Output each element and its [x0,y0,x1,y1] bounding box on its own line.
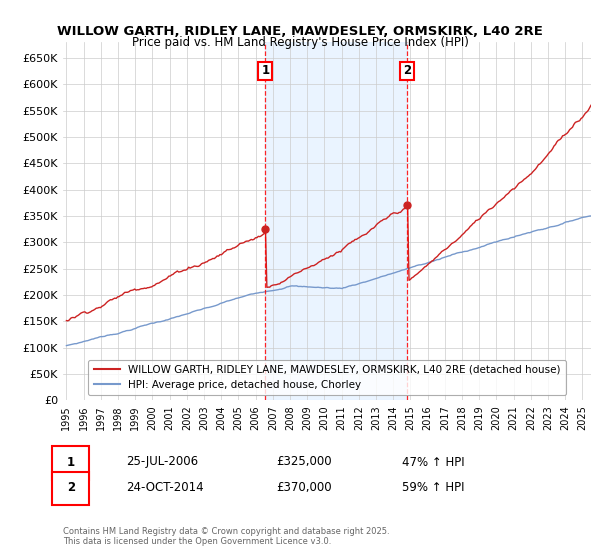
Text: 1: 1 [261,64,269,77]
Text: 25-JUL-2006: 25-JUL-2006 [126,455,198,469]
Text: Contains HM Land Registry data © Crown copyright and database right 2025.
This d: Contains HM Land Registry data © Crown c… [63,526,389,546]
Text: Price paid vs. HM Land Registry's House Price Index (HPI): Price paid vs. HM Land Registry's House … [131,36,469,49]
Text: 2: 2 [67,480,75,494]
Text: WILLOW GARTH, RIDLEY LANE, MAWDESLEY, ORMSKIRK, L40 2RE: WILLOW GARTH, RIDLEY LANE, MAWDESLEY, OR… [57,25,543,38]
Legend: WILLOW GARTH, RIDLEY LANE, MAWDESLEY, ORMSKIRK, L40 2RE (detached house), HPI: A: WILLOW GARTH, RIDLEY LANE, MAWDESLEY, OR… [88,360,566,395]
Text: £325,000: £325,000 [276,455,332,469]
Text: 24-OCT-2014: 24-OCT-2014 [126,480,203,494]
Bar [265,42,407,400]
Text: 59% ↑ HPI: 59% ↑ HPI [402,480,464,494]
Text: 1: 1 [67,455,75,469]
Text: 47% ↑ HPI: 47% ↑ HPI [402,455,464,469]
Text: 2: 2 [403,64,411,77]
Text: £370,000: £370,000 [276,480,332,494]
